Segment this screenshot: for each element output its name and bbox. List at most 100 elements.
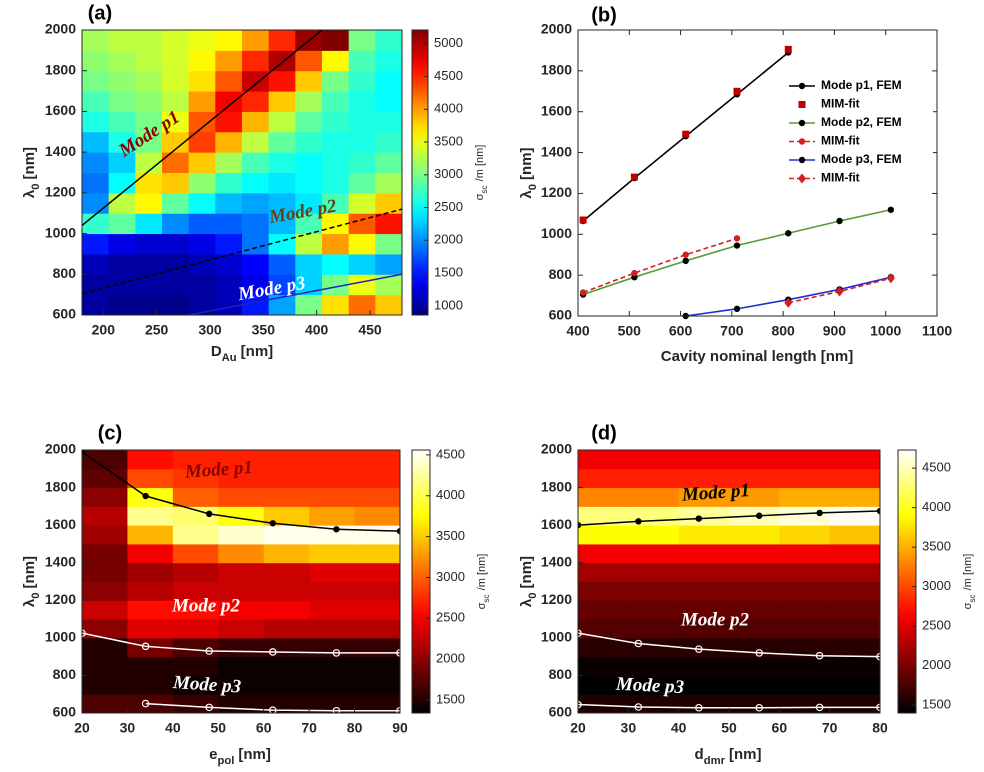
mode-line: [578, 632, 880, 658]
heatmap-cell: [135, 50, 163, 72]
heatmap-cell: [309, 600, 356, 620]
plot-frame: [577, 29, 938, 317]
y-tick-label: 1200: [45, 591, 76, 607]
heatmap-cell: [268, 294, 296, 316]
heatmap-cell: [215, 274, 243, 296]
heatmap-cell: [82, 213, 110, 235]
heatmap-cell: [218, 525, 265, 545]
colorbar-tick-label: 3000: [922, 578, 951, 593]
series-point: [785, 230, 792, 237]
heatmap-cell: [82, 525, 128, 545]
mode-line: [82, 451, 400, 532]
heatmap-cell: [172, 562, 219, 582]
heatmap-cell: [295, 274, 323, 296]
colorbar-tick-label: 4500: [436, 446, 465, 461]
y-tick-label: 1600: [45, 102, 76, 118]
heatmap-cell: [322, 274, 350, 296]
heatmap-cell: [375, 192, 403, 214]
heatmap-cell: [82, 233, 110, 255]
colorbar-tick-label: 3500: [436, 528, 465, 543]
x-tick-label: 70: [822, 720, 838, 736]
y-tick-label: 1200: [541, 184, 572, 200]
heatmap-cell: [215, 30, 243, 51]
heatmap-cell: [268, 91, 296, 112]
x-axis-label: ddmr [nm]: [695, 746, 762, 767]
heatmap-cell: [218, 468, 265, 489]
heatmap-cell: [829, 450, 881, 470]
heatmap-cell: [779, 619, 831, 639]
heatmap-cell: [172, 525, 219, 545]
y-axis-label: λ0 [nm]: [518, 556, 539, 607]
colorbar-label: σsc/m [nm]: [476, 554, 491, 610]
heatmap-cell: [729, 450, 780, 470]
mode-point: [396, 527, 400, 535]
heatmap-cell: [263, 675, 310, 695]
heatmap-cell: [578, 581, 629, 601]
heatmap-cell: [354, 506, 401, 526]
heatmap-cell: [322, 50, 350, 72]
heatmap-cell: [268, 213, 296, 235]
heatmap-cell: [829, 637, 881, 658]
heatmap-cell: [268, 274, 296, 296]
plot-frame: [577, 449, 881, 714]
series-line: [582, 237, 738, 294]
heatmap-cell: [729, 543, 780, 564]
heatmap-cell: [82, 562, 128, 582]
heatmap-cell: [188, 294, 216, 316]
colorbar-tick-label: 1500: [436, 691, 465, 706]
heatmap-cell: [172, 581, 219, 601]
heatmap-cell: [779, 656, 831, 676]
heatmap-cell: [779, 468, 831, 489]
panel-label: (b): [591, 4, 617, 26]
y-axis-label-unit: [nm]: [518, 147, 535, 180]
heatmap-cell: [375, 253, 403, 275]
legend-label: Mode p2, FEM: [821, 115, 902, 129]
heatmap-cell: [322, 152, 350, 173]
heatmap-cell: [215, 233, 243, 255]
y-tick-label: 600: [549, 704, 573, 720]
mode-label: Mode p2: [171, 595, 241, 616]
heatmap-cell: [215, 192, 243, 214]
y-axis-label: λ0 [nm]: [21, 556, 42, 607]
heatmap-cell: [242, 30, 270, 51]
heatmap-cell: [268, 253, 296, 275]
heatmap-cell: [172, 600, 219, 620]
mode-point: [142, 492, 149, 500]
heatmap-cell: [322, 294, 350, 316]
heatmap-cell: [218, 562, 265, 582]
heatmap-cell: [162, 91, 190, 112]
heatmap-cell: [135, 192, 163, 214]
heatmap-cell: [322, 131, 350, 153]
x-tick-label: 200: [92, 322, 116, 338]
legend-box: [785, 74, 933, 193]
heatmap-cell: [309, 637, 356, 658]
colorbar-tick-label: 2000: [922, 657, 951, 672]
series-point: [733, 305, 741, 313]
heatmap-cell: [678, 637, 730, 658]
x-tick-label: 350: [252, 322, 276, 338]
mode-label: Mode p3: [171, 672, 241, 698]
colorbar: [897, 449, 917, 714]
heatmap-cell: [82, 91, 110, 112]
heatmap-cell: [242, 294, 270, 316]
heatmap-cell: [678, 487, 730, 507]
y-axis-label-sub: 0: [30, 183, 42, 189]
heatmap-cell: [188, 274, 216, 296]
colorbar-label-sub: sc: [480, 185, 489, 193]
mode-point: [141, 642, 150, 651]
heatmap-cell: [779, 525, 831, 545]
heatmap-cell: [108, 274, 136, 296]
heatmap-cell: [82, 450, 128, 470]
colorbar-tick-label: 2000: [436, 651, 465, 666]
heatmap-cell: [322, 70, 350, 92]
heatmap-cell: [678, 506, 730, 526]
heatmap-cell: [295, 233, 323, 255]
mode-label: Mode p3: [615, 674, 685, 699]
heatmap-cell: [628, 468, 680, 489]
heatmap-cell: [135, 253, 163, 275]
mode-lines: [578, 507, 880, 712]
heatmap-cell: [188, 192, 216, 214]
series-point: [733, 87, 741, 95]
heatmap-cell: [578, 450, 629, 470]
heatmap-cell: [242, 172, 270, 194]
